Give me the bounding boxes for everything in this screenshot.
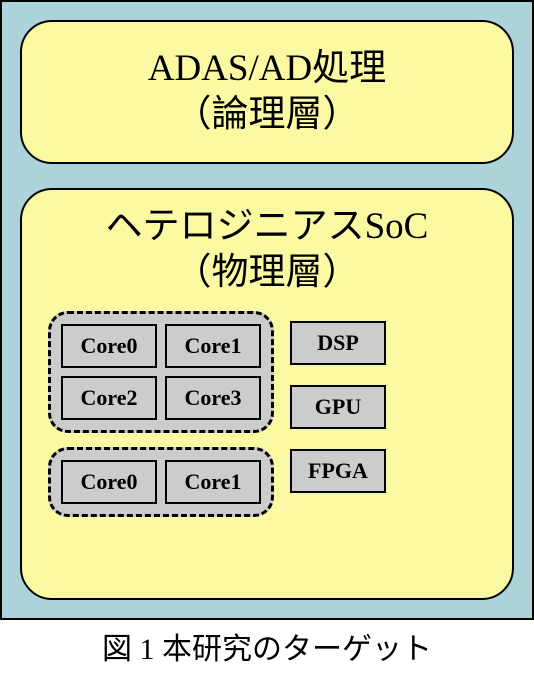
physical-layer-title: ヘテロジニアスSoC （物理層） <box>40 204 494 297</box>
physical-title-line1: ヘテロジニアスSoC <box>40 204 494 250</box>
core-unit: Core3 <box>165 376 261 420</box>
outer-container: ADAS/AD処理 （論理層） ヘテロジニアスSoC （物理層） Core0 C… <box>0 0 534 620</box>
core-unit: Core0 <box>61 324 157 368</box>
cpu-cluster-2core: Core0 Core1 <box>48 447 274 517</box>
cpu-cluster-4core: Core0 Core1 Core2 Core3 <box>48 311 274 433</box>
logic-layer-title: ADAS/AD処理 （論理層） <box>40 46 494 139</box>
physical-layer-box: ヘテロジニアスSoC （物理層） Core0 Core1 Core2 Core3… <box>20 188 514 600</box>
logic-layer-box: ADAS/AD処理 （論理層） <box>20 20 514 164</box>
logic-title-line2: （論理層） <box>40 92 494 138</box>
fpga-unit: FPGA <box>290 449 386 493</box>
soc-content: Core0 Core1 Core2 Core3 Core0 Core1 DSP … <box>40 311 494 517</box>
figure-caption: 図 1 本研究のターゲット <box>0 624 534 668</box>
gpu-unit: GPU <box>290 385 386 429</box>
peripheral-column: DSP GPU FPGA <box>290 311 386 517</box>
core-unit: Core2 <box>61 376 157 420</box>
core-clusters: Core0 Core1 Core2 Core3 Core0 Core1 <box>48 311 274 517</box>
core-unit: Core1 <box>165 324 261 368</box>
physical-title-line2: （物理層） <box>40 250 494 296</box>
core-unit: Core0 <box>61 460 157 504</box>
logic-title-line1: ADAS/AD処理 <box>40 46 494 92</box>
core-unit: Core1 <box>165 460 261 504</box>
dsp-unit: DSP <box>290 321 386 365</box>
